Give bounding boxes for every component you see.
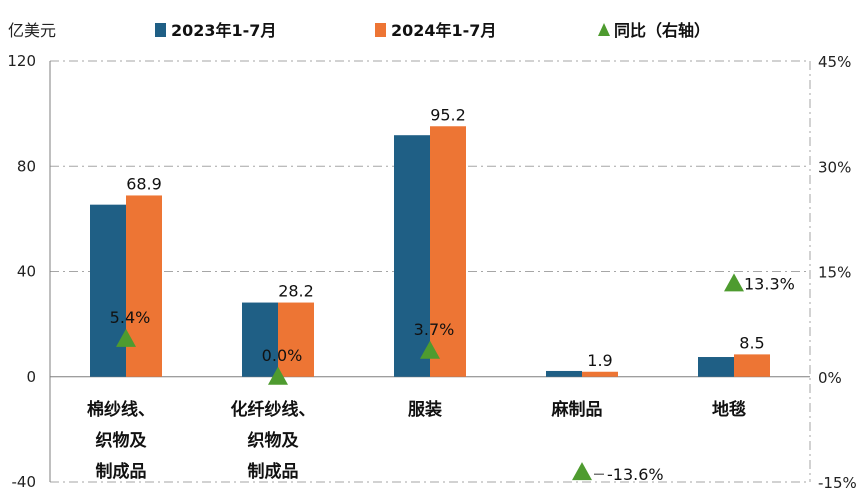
yoy-marker xyxy=(724,273,744,292)
bar-2023 xyxy=(698,357,734,377)
legend-label: 2023年1-7月 xyxy=(171,21,276,40)
bar-data-label: 68.9 xyxy=(126,174,162,193)
yoy-marker xyxy=(572,462,592,481)
left-axis-tick: -40 xyxy=(12,473,37,491)
bar-2023 xyxy=(90,204,126,377)
left-axis-unit-label: 亿美元 xyxy=(8,21,56,40)
bar-data-label: 8.5 xyxy=(739,333,764,352)
yoy-data-label: 0.0% xyxy=(262,346,303,365)
yoy-marker xyxy=(420,340,440,359)
yoy-data-label: 13.3% xyxy=(744,274,795,293)
category-label: 化纤纱线、 xyxy=(231,399,316,420)
category-label: 棉纱线、 xyxy=(87,399,155,420)
left-axis-tick: 0 xyxy=(26,368,36,386)
right-axis-tick: 30% xyxy=(818,158,851,176)
bar-data-label: 28.2 xyxy=(278,282,314,301)
bar-2024 xyxy=(126,195,162,377)
category-label: 制成品 xyxy=(96,461,147,482)
legend-item-2024: 2024年1-7月 xyxy=(375,21,496,40)
category-label: 服装 xyxy=(408,399,442,420)
left-axis-tick: 40 xyxy=(17,263,36,281)
yoy-marker xyxy=(268,366,288,385)
bar-2023 xyxy=(242,302,278,377)
category-label: 织物及 xyxy=(96,430,148,451)
legend-swatch xyxy=(155,23,166,37)
category-label: 织物及 xyxy=(248,430,300,451)
legend-item-2023: 2023年1-7月 xyxy=(155,21,276,40)
bar-2023 xyxy=(394,135,430,377)
category-label: 地毯 xyxy=(712,399,746,420)
category-label: 麻制品 xyxy=(551,399,603,420)
bar-2024 xyxy=(734,354,770,377)
legend-triangle-icon xyxy=(598,23,610,36)
legend-item-yoy: 同比（右轴） xyxy=(598,21,710,40)
left-axis-tick: 80 xyxy=(17,157,36,175)
legend: 2023年1-7月 2024年1-7月 同比（右轴） xyxy=(155,21,710,40)
bars xyxy=(90,126,770,377)
right-axis-tick: 15% xyxy=(818,264,851,282)
legend-label: 2024年1-7月 xyxy=(391,21,496,40)
yoy-data-label: 3.7% xyxy=(414,320,455,339)
yoy-data-label: -13.6% xyxy=(607,465,664,484)
bar-2024 xyxy=(582,371,618,377)
yoy-data-label: 5.4% xyxy=(110,308,151,327)
axes: 120 80 40 0 -40 45% 30% 15% 0% -15% xyxy=(7,52,856,492)
legend-swatch xyxy=(375,23,386,37)
data-labels: 68.9 5.4% 28.2 0.0% 95.2 3.7% 1.9 -13.6% 8.5 13.3… xyxy=(110,105,795,484)
yoy-markers xyxy=(116,273,744,481)
bar-2023 xyxy=(546,370,582,377)
bar-data-label: 1.9 xyxy=(587,351,612,370)
left-axis-tick: 120 xyxy=(7,52,36,70)
bar-2024 xyxy=(430,126,466,377)
right-axis-tick: -15% xyxy=(818,474,857,492)
category-label: 制成品 xyxy=(248,461,299,482)
bar-data-label: 95.2 xyxy=(430,105,466,124)
right-axis-tick: 45% xyxy=(818,53,851,71)
bar-2024 xyxy=(278,302,314,377)
legend-label: 同比（右轴） xyxy=(614,21,710,40)
right-axis-tick: 0% xyxy=(818,369,842,387)
yoy-marker xyxy=(116,328,136,347)
